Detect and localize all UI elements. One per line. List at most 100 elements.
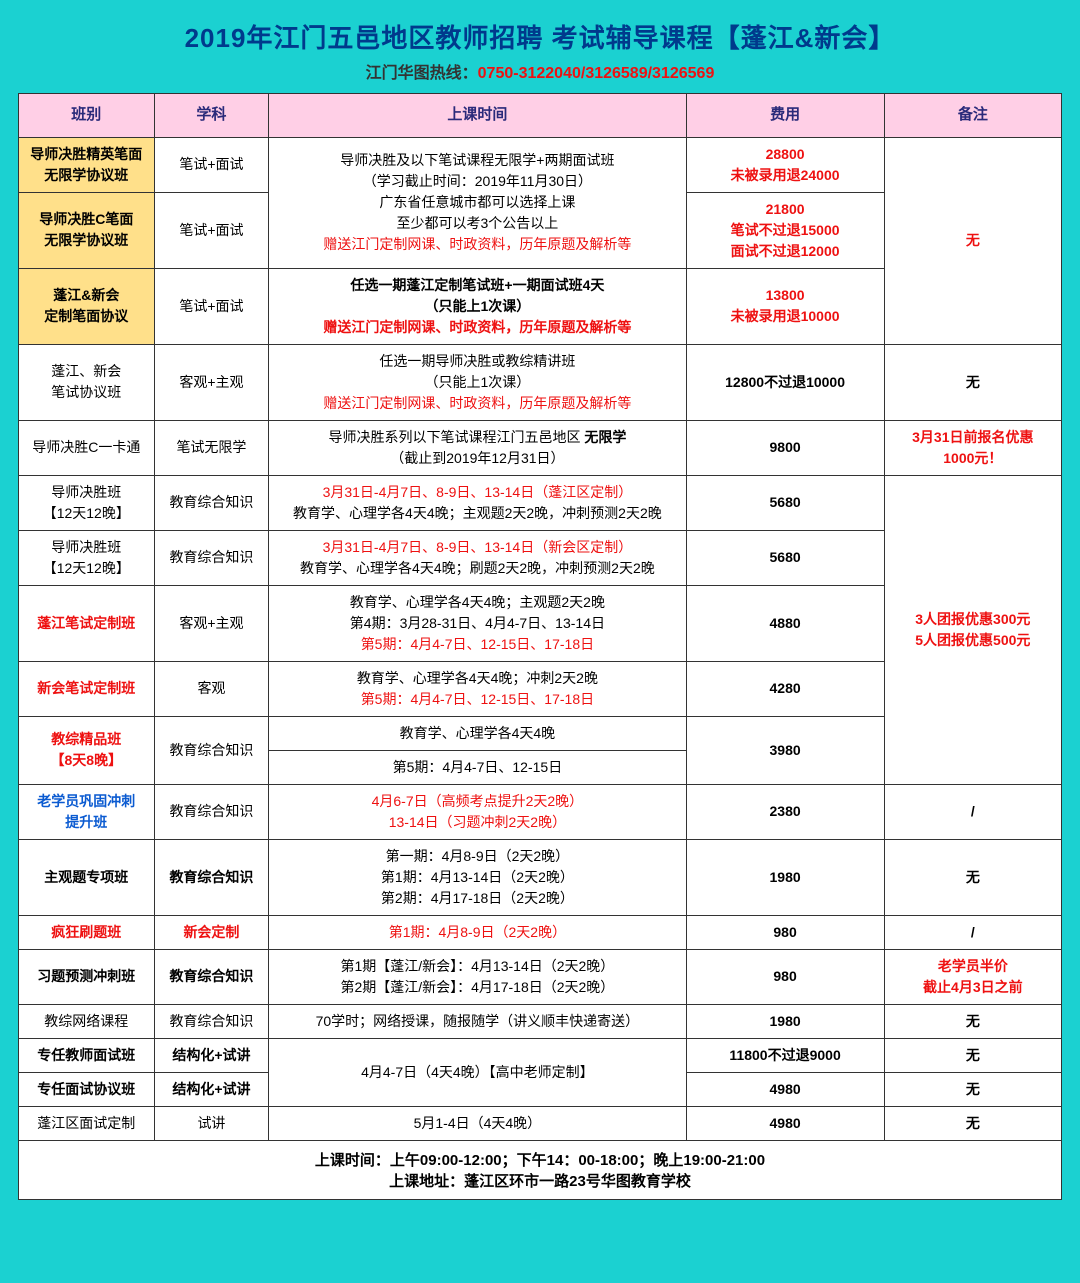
subject: 笔试无限学	[154, 420, 269, 475]
col-subject: 学科	[154, 94, 269, 138]
fee-cell: 5680	[686, 475, 884, 530]
time-line: 广东省任意城市都可以选择上课	[273, 192, 681, 213]
note-cell: 无	[884, 1106, 1061, 1140]
note-line: 5人团报优惠500元	[889, 630, 1057, 651]
class-name: 蓬江&新会定制笔面协议	[19, 268, 155, 344]
time-line: 至少都可以考3个公告以上	[273, 213, 681, 234]
subject: 教育综合知识	[154, 949, 269, 1004]
footer-line: 上课地址：蓬江区环市一路23号华图教育学校	[23, 1170, 1057, 1191]
time-line: 13-14日（习题冲刺2天2晚）	[273, 812, 681, 833]
fee-cell: 980	[686, 949, 884, 1004]
class-name: 教综精品班【8天8晚】	[19, 716, 155, 784]
class-name: 疯狂刷题班	[19, 915, 155, 949]
note-cell: 3人团报优惠300元 5人团报优惠500元	[884, 475, 1061, 784]
time-line: 3月31日-4月7日、8-9日、13-14日（蓬江区定制）	[273, 482, 681, 503]
class-name: 蓬江笔试定制班	[19, 585, 155, 661]
note-cell: 无	[884, 1072, 1061, 1106]
subject: 教育综合知识	[154, 475, 269, 530]
col-time: 上课时间	[269, 94, 686, 138]
table-row: 专任教师面试班 结构化+试讲 4月4-7日（4天4晚）【高中老师定制】 1180…	[19, 1038, 1062, 1072]
subject: 教育综合知识	[154, 839, 269, 915]
time-line: 第4期：3月28-31日、4月4-7日、13-14日	[273, 613, 681, 634]
class-name: 蓬江、新会笔试协议班	[19, 344, 155, 420]
class-name: 导师决胜C一卡通	[19, 420, 155, 475]
time-cell: 第1期：4月8-9日（2天2晚）	[269, 915, 686, 949]
note-line: 老学员半价	[889, 956, 1057, 977]
fee-cell: 4980	[686, 1072, 884, 1106]
table-row: 蓬江、新会笔试协议班 客观+主观 任选一期导师决胜或教综精讲班 （只能上1次课）…	[19, 344, 1062, 420]
table-row: 疯狂刷题班 新会定制 第1期：4月8-9日（2天2晚） 980 /	[19, 915, 1062, 949]
subject: 客观+主观	[154, 344, 269, 420]
fee-cell: 1980	[686, 1004, 884, 1038]
time-line: （只能上1次课）	[273, 296, 681, 317]
class-name: 新会笔试定制班	[19, 661, 155, 716]
fee-line: 面试不过退12000	[691, 241, 880, 262]
class-name: 专任教师面试班	[19, 1038, 155, 1072]
time-line: 导师决胜系列以下笔试课程江门五邑地区	[328, 429, 584, 445]
time-line: 任选一期导师决胜或教综精讲班	[273, 351, 681, 372]
table-row: 导师决胜C一卡通 笔试无限学 导师决胜系列以下笔试课程江门五邑地区 无限学 （截…	[19, 420, 1062, 475]
class-name: 导师决胜班【12天12晚】	[19, 530, 155, 585]
fee-cell: 4880	[686, 585, 884, 661]
page-title: 2019年江门五邑地区教师招聘 考试辅导课程【蓬江&新会】	[18, 18, 1062, 55]
fee-cell: 11800不过退9000	[686, 1038, 884, 1072]
fee-line: 笔试不过退15000	[691, 220, 880, 241]
subject: 教育综合知识	[154, 530, 269, 585]
time-line: 第1期：4月13-14日（2天2晚）	[273, 867, 681, 888]
footer-line: 上课时间：上午09:00-12:00；下午14：00-18:00；晚上19:00…	[23, 1149, 1057, 1170]
fee-line: 未被录用退24000	[691, 165, 880, 186]
note-cell: 无	[884, 839, 1061, 915]
time-cell: 4月6-7日（高频考点提升2天2晚） 13-14日（习题冲刺2天2晚）	[269, 784, 686, 839]
time-line: （只能上1次课）	[273, 372, 681, 393]
col-note: 备注	[884, 94, 1061, 138]
col-fee: 费用	[686, 94, 884, 138]
note-cell: 无	[884, 1004, 1061, 1038]
fee-cell: 4280	[686, 661, 884, 716]
time-cell: 3月31日-4月7日、8-9日、13-14日（蓬江区定制） 教育学、心理学各4天…	[269, 475, 686, 530]
class-name: 导师决胜C笔面无限学协议班	[19, 192, 155, 268]
subject: 结构化+试讲	[154, 1038, 269, 1072]
note-line: 3月31日前报名优惠	[889, 427, 1057, 448]
fee-line: 28800	[691, 144, 880, 165]
time-cell: 5月1-4日（4天4晚）	[269, 1106, 686, 1140]
subject: 新会定制	[154, 915, 269, 949]
time-line: 第一期：4月8-9日（2天2晚）	[273, 846, 681, 867]
time-line: （截止到2019年12月31日）	[390, 450, 564, 466]
subject: 教育综合知识	[154, 1004, 269, 1038]
time-cell: 导师决胜及以下笔试课程无限学+两期面试班 （学习截止时间：2019年11月30日…	[269, 137, 686, 268]
note-cell: 无	[884, 344, 1061, 420]
class-name: 习题预测冲刺班	[19, 949, 155, 1004]
time-cell: 教育学、心理学各4天4晚；主观题2天2晚 第4期：3月28-31日、4月4-7日…	[269, 585, 686, 661]
class-name: 导师决胜精英笔面无限学协议班	[19, 137, 155, 192]
fee-cell: 1980	[686, 839, 884, 915]
time-line: 教育学、心理学各4天4晚；主观题2天2晚，冲刺预测2天2晚	[273, 503, 681, 524]
hotline-nums: 0750-3122040/3126589/3126569	[478, 65, 715, 82]
table-row: 导师决胜班【12天12晚】 教育综合知识 3月31日-4月7日、8-9日、13-…	[19, 475, 1062, 530]
time-line: 赠送江门定制网课、时政资料，历年原题及解析等	[273, 393, 681, 414]
class-name: 蓬江区面试定制	[19, 1106, 155, 1140]
time-cell: 4月4-7日（4天4晚）【高中老师定制】	[269, 1038, 686, 1106]
time-line: 无限学	[584, 429, 626, 445]
fee-cell: 4980	[686, 1106, 884, 1140]
fee-line: 13800	[691, 285, 880, 306]
note-cell: 3月31日前报名优惠 1000元！	[884, 420, 1061, 475]
note-cell: /	[884, 915, 1061, 949]
table-row: 习题预测冲刺班 教育综合知识 第1期【蓬江/新会】：4月13-14日（2天2晚）…	[19, 949, 1062, 1004]
table-row: 导师决胜精英笔面无限学协议班 笔试+面试 导师决胜及以下笔试课程无限学+两期面试…	[19, 137, 1062, 192]
time-cell: 任选一期蓬江定制笔试班+一期面试班4天 （只能上1次课） 赠送江门定制网课、时政…	[269, 268, 686, 344]
time-cell: 教育学、心理学各4天4晚	[269, 716, 686, 750]
col-class: 班别	[19, 94, 155, 138]
fee-cell: 28800 未被录用退24000	[686, 137, 884, 192]
time-cell: 第5期：4月4-7日、12-15日	[269, 750, 686, 784]
note-line: 1000元！	[889, 448, 1057, 469]
time-cell: 70学时；网络授课，随报随学（讲义顺丰快递寄送）	[269, 1004, 686, 1038]
time-line: 第5期：4月4-7日、12-15日、17-18日	[273, 689, 681, 710]
table-row: 教综网络课程 教育综合知识 70学时；网络授课，随报随学（讲义顺丰快递寄送） 1…	[19, 1004, 1062, 1038]
class-name: 老学员巩固冲刺提升班	[19, 784, 155, 839]
class-name: 主观题专项班	[19, 839, 155, 915]
table-row: 主观题专项班 教育综合知识 第一期：4月8-9日（2天2晚） 第1期：4月13-…	[19, 839, 1062, 915]
time-cell: 第一期：4月8-9日（2天2晚） 第1期：4月13-14日（2天2晚） 第2期：…	[269, 839, 686, 915]
time-cell: 第1期【蓬江/新会】：4月13-14日（2天2晚） 第2期【蓬江/新会】：4月1…	[269, 949, 686, 1004]
time-cell: 教育学、心理学各4天4晚；冲刺2天2晚 第5期：4月4-7日、12-15日、17…	[269, 661, 686, 716]
fee-line: 21800	[691, 199, 880, 220]
